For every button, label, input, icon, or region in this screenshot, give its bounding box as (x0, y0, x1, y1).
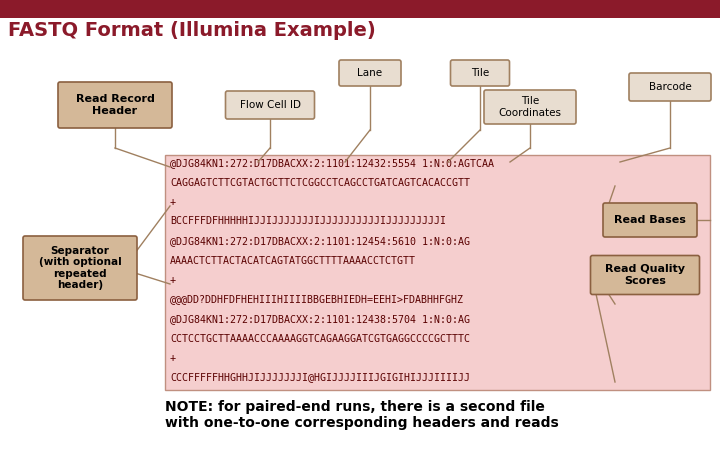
Text: @DJG84KN1:272:D17DBACXX:2:1101:12432:5554 1:N:0:AGTCAA: @DJG84KN1:272:D17DBACXX:2:1101:12432:555… (170, 158, 494, 168)
Text: NOTE: for paired-end runs, there is a second file
with one-to-one corresponding : NOTE: for paired-end runs, there is a se… (165, 400, 559, 430)
FancyBboxPatch shape (451, 60, 510, 86)
Text: Tile
Coordinates: Tile Coordinates (498, 96, 562, 118)
Text: @DJG84KN1:272:D17DBACXX:2:1101:12438:5704 1:N:0:AG: @DJG84KN1:272:D17DBACXX:2:1101:12438:570… (170, 314, 470, 324)
Text: Flow Cell ID: Flow Cell ID (240, 100, 300, 110)
FancyBboxPatch shape (225, 91, 315, 119)
Text: Read Record
Header: Read Record Header (76, 94, 154, 116)
FancyBboxPatch shape (339, 60, 401, 86)
FancyBboxPatch shape (484, 90, 576, 124)
Text: CCCFFFFFHHGHHJIJJJJJJJI@HGIJJJJIIIJGIGIHIJJJIIIIJJ: CCCFFFFFHHGHHJIJJJJJJJI@HGIJJJJIIIJGIGIH… (170, 373, 470, 382)
Text: AAAACTCTTACTACATCAGTATGGCTTTTAAAACCTCTGTT: AAAACTCTTACTACATCAGTATGGCTTTTAAAACCTCTGT… (170, 256, 416, 266)
Text: Read Quality
Scores: Read Quality Scores (605, 264, 685, 286)
Text: @DJG84KN1:272:D17DBACXX:2:1101:12454:5610 1:N:0:AG: @DJG84KN1:272:D17DBACXX:2:1101:12454:561… (170, 236, 470, 246)
Text: Lane: Lane (357, 68, 382, 78)
FancyBboxPatch shape (0, 0, 720, 18)
Text: +: + (170, 353, 176, 363)
Text: BCCFFFDFHHHHHIJJIJJJJJJJIJJJJJJJJJJIJJJJJJJJJI: BCCFFFDFHHHHHIJJIJJJJJJJIJJJJJJJJJJIJJJJ… (170, 216, 446, 226)
FancyBboxPatch shape (590, 256, 700, 294)
FancyBboxPatch shape (603, 203, 697, 237)
FancyBboxPatch shape (629, 73, 711, 101)
Text: +: + (170, 197, 176, 207)
FancyBboxPatch shape (23, 236, 137, 300)
FancyBboxPatch shape (58, 82, 172, 128)
Text: FASTQ Format (Illumina Example): FASTQ Format (Illumina Example) (8, 21, 376, 40)
Text: @@@DD?DDHFDFHEHIIIHIIIIBBGEBHIEDH=EEHI>FDABHHFGHZ: @@@DD?DDHFDFHEHIIIHIIIIBBGEBHIEDH=EEHI>F… (170, 294, 464, 305)
FancyBboxPatch shape (165, 155, 710, 390)
Text: +: + (170, 275, 176, 285)
Text: CAGGAGTCTTCGTACTGCTTCTCGGCCTCAGCCTGATCAGTCACACCGTT: CAGGAGTCTTCGTACTGCTTCTCGGCCTCAGCCTGATCAG… (170, 177, 470, 188)
Text: CCTCCTGCTTAAAACCCAAAAGGTCAGAAGGATCGTGAGGCCCCGCTTTC: CCTCCTGCTTAAAACCCAAAAGGTCAGAAGGATCGTGAGG… (170, 333, 470, 343)
Text: Separator
(with optional
repeated
header): Separator (with optional repeated header… (39, 246, 122, 290)
Text: Read Bases: Read Bases (614, 215, 686, 225)
Text: Barcode: Barcode (649, 82, 691, 92)
Text: Tile: Tile (471, 68, 489, 78)
